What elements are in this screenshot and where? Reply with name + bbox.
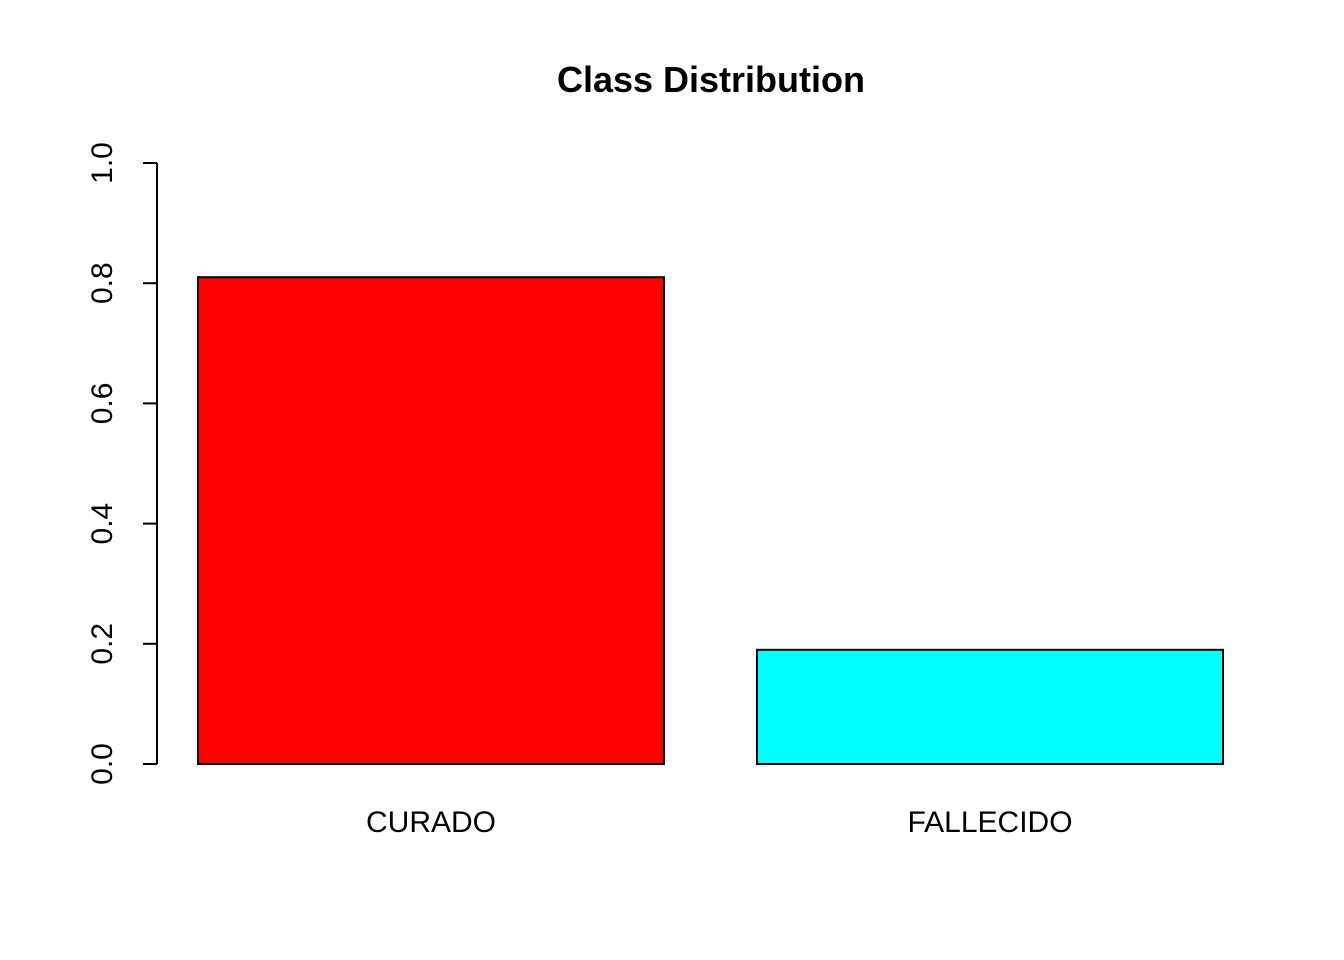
y-tick-label: 0.0 xyxy=(86,743,119,785)
bar-fallecido xyxy=(756,648,1224,765)
y-tick-label: 0.2 xyxy=(86,623,119,665)
chart-title: Class Distribution xyxy=(557,59,865,100)
y-axis: 0.0 0.2 0.4 0.6 0.8 1.0 xyxy=(86,142,158,785)
y-tick-label: 0.8 xyxy=(86,262,119,304)
y-tick-label: 0.4 xyxy=(86,503,119,545)
y-tick-label: 0.6 xyxy=(86,383,119,425)
bars-group xyxy=(197,276,1224,765)
y-tick-label: 1.0 xyxy=(86,142,119,184)
bar-curado xyxy=(197,276,665,765)
x-category-label: FALLECIDO xyxy=(907,806,1072,839)
x-category-label: CURADO xyxy=(366,806,496,839)
x-axis-labels: CURADO FALLECIDO xyxy=(366,806,1073,839)
